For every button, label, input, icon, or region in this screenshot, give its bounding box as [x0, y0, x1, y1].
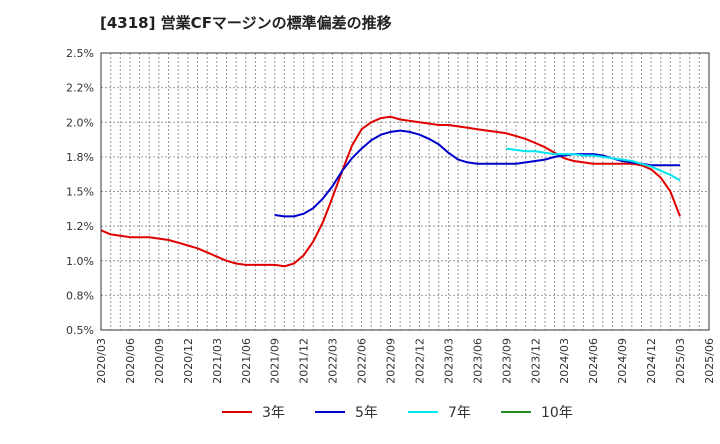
legend-label: 3年	[262, 405, 285, 421]
x-tick-label: 2020/12	[182, 338, 195, 384]
x-tick-label: 2020/03	[95, 338, 108, 384]
plot-border	[100, 52, 710, 331]
x-tick-label: 2024/06	[587, 338, 600, 384]
grid-lines	[101, 53, 709, 330]
x-tick-label: 2022/12	[413, 338, 426, 384]
x-tick-label: 2021/12	[298, 338, 311, 384]
x-tick-label: 2021/09	[269, 338, 282, 384]
y-tick-label: 1.0%	[66, 255, 94, 268]
y-tick-label: 2.2%	[66, 82, 94, 95]
y-tick-label: 2.5%	[66, 47, 94, 60]
x-tick-label: 2021/03	[211, 338, 224, 384]
y-tick-label: 0.8%	[66, 289, 94, 302]
legend-label: 5年	[355, 405, 378, 421]
x-tick-label: 2025/06	[703, 338, 716, 384]
x-tick-label: 2022/09	[385, 338, 398, 384]
y-tick-label: 1.5%	[66, 186, 94, 199]
y-tick-label: 1.8%	[66, 151, 94, 164]
x-tick-label: 2021/06	[240, 338, 253, 384]
x-tick-label: 2023/09	[500, 338, 513, 384]
legend: 3年 5年 7年 10年	[222, 405, 573, 421]
x-tick-label: 2022/03	[327, 338, 340, 384]
y-tick-label: 1.2%	[66, 220, 94, 233]
x-tick-label: 2020/09	[153, 338, 166, 384]
series-line-3年	[100, 115, 681, 268]
legend-label: 10年	[541, 405, 573, 421]
x-tick-label: 2023/12	[529, 338, 542, 384]
y-tick-label: 2.0%	[66, 116, 94, 129]
x-tick-label: 2023/06	[471, 338, 484, 384]
y-tick-label: 0.5%	[66, 324, 94, 337]
x-tick-label: 2025/03	[674, 338, 687, 384]
legend-label: 7年	[448, 405, 471, 421]
x-axis: 2020/03 2020/06 2020/09 2020/12 2021/03 2021/…	[95, 338, 716, 384]
series-lines	[100, 115, 681, 268]
y-axis: 0.5% 0.8% 1.0% 1.2% 1.5% 1.8% 2.0% 2.2% 2.5%	[66, 47, 94, 337]
x-tick-label: 2024/03	[558, 338, 571, 384]
x-tick-label: 2020/06	[124, 338, 137, 384]
x-tick-label: 2024/09	[616, 338, 629, 384]
x-tick-label: 2023/03	[442, 338, 455, 384]
x-tick-label: 2024/12	[645, 338, 658, 384]
series-line-7年	[506, 147, 681, 182]
chart-title: [4318] 営業CFマージンの標準偏差の推移	[100, 14, 392, 32]
x-tick-label: 2022/06	[356, 338, 369, 384]
